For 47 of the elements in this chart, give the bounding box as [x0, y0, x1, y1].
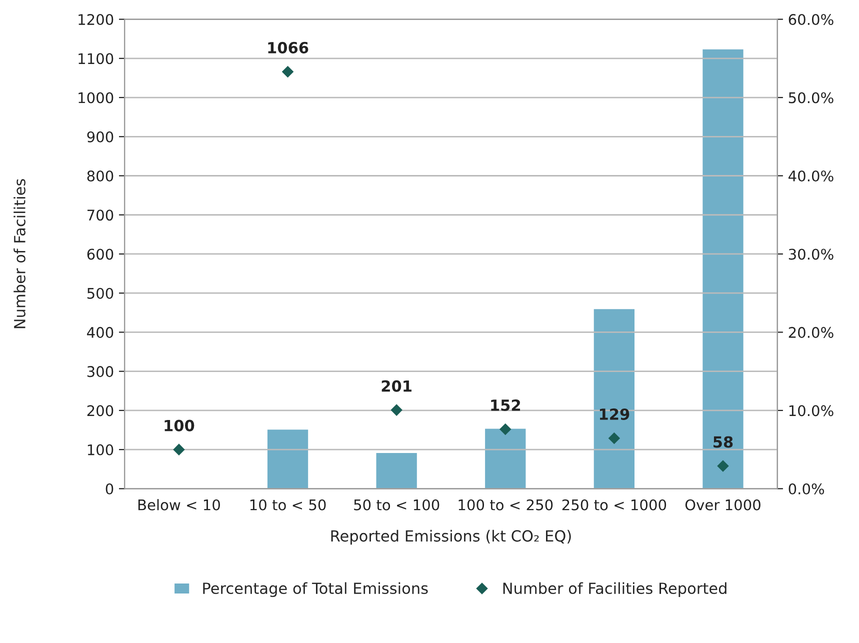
y-tick-label: 300 — [87, 366, 114, 378]
y-tick-label: 1000 — [78, 92, 114, 104]
x-tick-label: 10 to < 50 — [250, 499, 326, 510]
bar — [266, 428, 309, 489]
y-axis-title: Number of Facilities — [14, 179, 26, 328]
y-tick-label: 500 — [87, 288, 114, 299]
bar — [593, 308, 636, 489]
x-tick-label: 250 to < 1000 — [562, 499, 666, 510]
point — [500, 424, 511, 435]
bar — [702, 48, 744, 489]
point — [390, 404, 402, 416]
y-tick-label: 400 — [87, 326, 114, 338]
y2-tick-label: 10.0% — [789, 405, 834, 416]
legend-label: Number of Facilities Reported — [503, 582, 726, 598]
y2-tick-label: 20.0% — [788, 326, 834, 338]
y-tick-label: 600 — [87, 248, 114, 260]
data-label: 129 — [600, 408, 630, 420]
x-axis-title: Reported Emissions (kt CO₂ EQ) — [331, 530, 571, 545]
data-label: 201 — [382, 380, 412, 392]
point — [717, 460, 729, 472]
y2-tick-label: 0.0% — [788, 483, 824, 494]
point — [282, 66, 294, 78]
data-label: 58 — [714, 436, 733, 448]
y-tick-label: 200 — [87, 405, 114, 416]
y2-tick-label: 60.0% — [788, 14, 834, 26]
legend-label: Percentage of Total Emissions — [203, 582, 428, 598]
y-tick-label: 800 — [87, 170, 114, 182]
y-tick-label: 900 — [87, 131, 114, 142]
y2-tick-label: 50.0% — [788, 92, 834, 104]
y-tick-label: 0 — [106, 483, 114, 494]
bar — [376, 452, 418, 489]
y-tick-label: 1200 — [78, 14, 114, 26]
data-label: 152 — [491, 399, 520, 411]
y-tick-label: 100 — [88, 444, 114, 456]
y2-tick-label: 40.0% — [788, 170, 834, 182]
y2-tick-label: 30.0% — [788, 248, 834, 260]
bar — [484, 428, 526, 489]
x-tick-label: 50 to < 100 — [354, 499, 440, 510]
data-label: 100 — [164, 420, 194, 432]
x-tick-label: 100 to < 250 — [458, 499, 553, 510]
y-tick-label: 1100 — [78, 53, 114, 64]
y-tick-label: 700 — [88, 210, 114, 221]
data-label: 1066 — [268, 42, 308, 54]
point — [608, 432, 620, 444]
x-tick-label: Below < 10 — [138, 499, 220, 510]
x-tick-label: Over 1000 — [685, 499, 760, 510]
point — [173, 444, 185, 456]
